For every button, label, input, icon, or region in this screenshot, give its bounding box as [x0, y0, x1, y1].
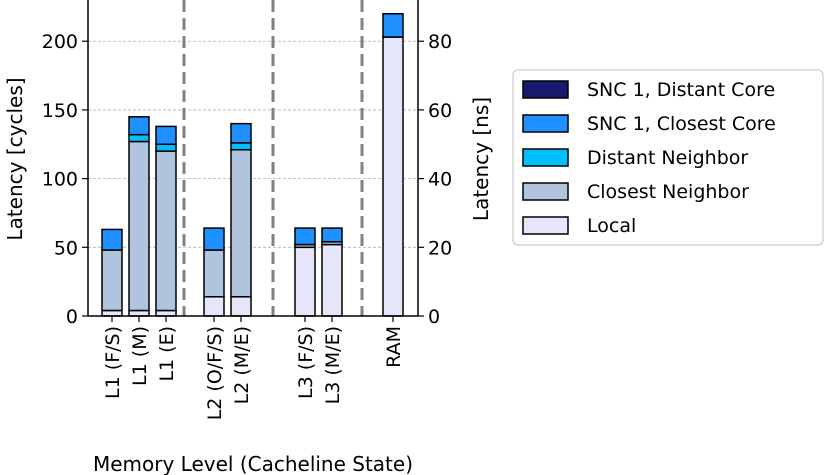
bar-segment [128, 309, 150, 317]
x-tick-label: L1 (F/S) [102, 326, 124, 399]
legend-label: SNC 1, Closest Core [587, 113, 776, 135]
legend-label: Closest Neighbor [587, 181, 749, 203]
y-right-tick-label: 40 [428, 169, 452, 191]
legend-swatch [522, 216, 569, 235]
y-axis-right-ticks: 0 20 40 60 80 [418, 31, 452, 328]
y-axis-left-ticks: 0 50 100 150 200 [42, 31, 88, 328]
axes [87, 0, 419, 317]
group-separators [182, 0, 364, 316]
bar-segment [230, 142, 252, 151]
x-tick-label: L2 (M/E) [231, 326, 253, 404]
legend: SNC 1, Distant Core SNC 1, Closest Core Di… [512, 69, 824, 246]
bar-segment [101, 249, 123, 312]
y-right-tick-label: 20 [428, 237, 452, 259]
bar-segment [230, 149, 252, 298]
y-right-tick-label: 80 [428, 31, 452, 53]
bar-segment [155, 125, 177, 146]
bar-segment [294, 227, 316, 246]
bar-segment [321, 243, 343, 317]
y-tick-label: 100 [42, 169, 78, 191]
bar-segment [382, 36, 404, 317]
legend-label: Distant Neighbor [587, 147, 748, 169]
x-tick-label: L1 (M) [129, 326, 151, 386]
bar-segment [101, 228, 123, 251]
bars [101, 12, 404, 317]
bar-segment [128, 140, 150, 312]
x-axis-ticks: L1 (F/S) L1 (M) L1 (E) L2 (O/F/S) L2 (M/E) L3… [102, 316, 405, 420]
y-axis-left-title: Latency [cycles] [3, 77, 27, 240]
legend-swatch [522, 114, 569, 133]
bar-segment [203, 296, 225, 317]
legend-box [512, 69, 824, 246]
bar-segment [155, 143, 177, 152]
bar-segment [128, 133, 150, 143]
bar-segment [128, 116, 150, 136]
legend-swatch [522, 182, 569, 201]
legend-label: Local [587, 215, 636, 237]
y-right-tick-label: 0 [428, 306, 440, 328]
x-axis-title: Memory Level (Cacheline State) [93, 452, 413, 475]
bar-segment [382, 12, 404, 38]
x-tick-label: L3 (F/S) [295, 326, 317, 399]
y-axis-right-title: Latency [ns] [469, 97, 493, 221]
bar-segment [230, 296, 252, 317]
bar-segment [321, 227, 343, 243]
bar-segment [155, 309, 177, 317]
x-tick-label: RAM [383, 326, 405, 368]
y-right-tick-label: 60 [428, 100, 452, 122]
bar-segment [203, 249, 225, 298]
x-tick-label: L3 (M/E) [322, 326, 344, 404]
bar-segment [294, 246, 316, 317]
bar-segment [230, 122, 252, 144]
bar-segment [203, 227, 225, 251]
bar-segment [101, 309, 123, 317]
legend-swatch [522, 148, 569, 167]
bar-segment [155, 150, 177, 312]
legend-swatch [522, 80, 569, 99]
y-tick-label: 0 [66, 306, 78, 328]
y-tick-label: 50 [54, 237, 78, 259]
x-tick-label: L1 (E) [156, 326, 178, 382]
legend-label: SNC 1, Distant Core [587, 79, 775, 101]
y-tick-label: 150 [42, 100, 78, 122]
x-tick-label: L2 (O/F/S) [204, 326, 226, 420]
y-tick-label: 200 [42, 31, 78, 53]
